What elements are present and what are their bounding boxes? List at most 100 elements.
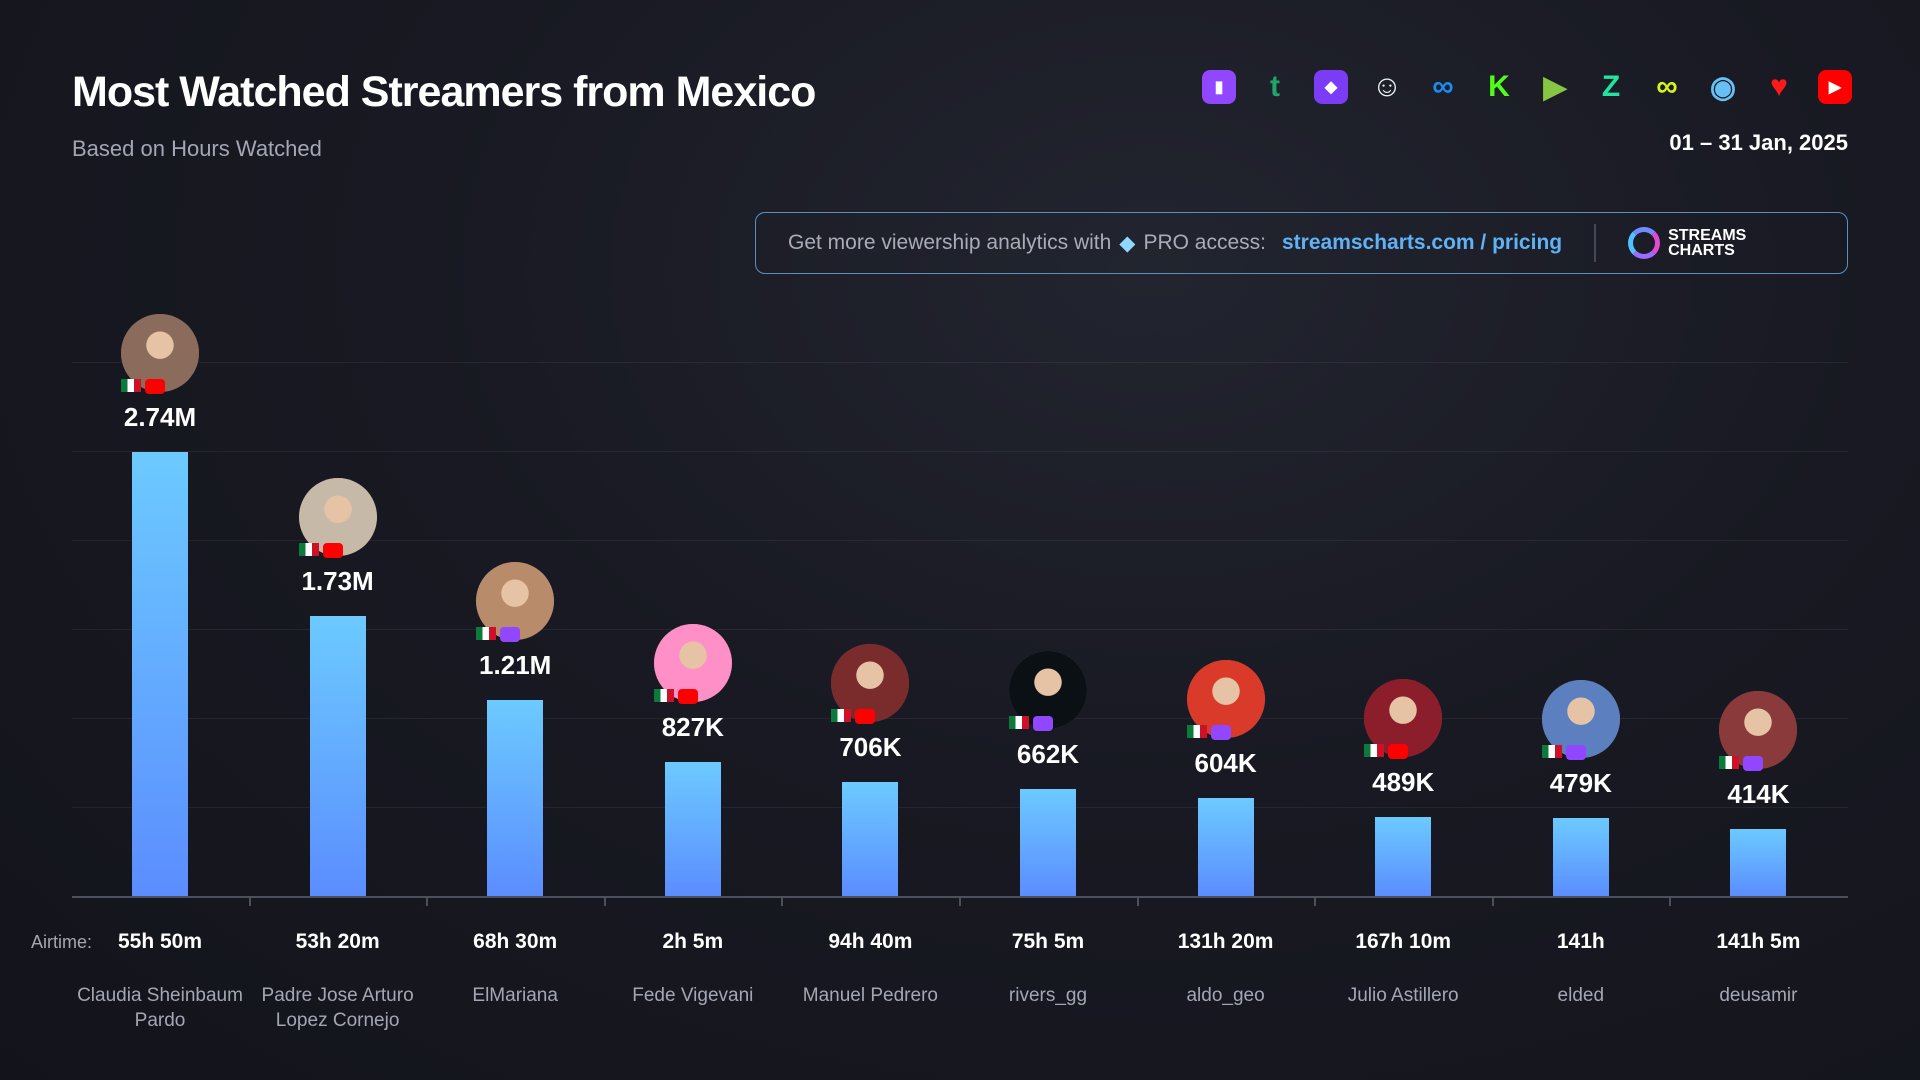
streamer-name[interactable]: aldo_geo [1186,985,1265,1006]
page-subtitle: Based on Hours Watched [72,136,322,161]
axis-tick [603,896,606,906]
mexico-flag-icon [831,708,852,722]
airtime-value: 167h 10m [1355,930,1452,953]
bigo-icon: ☺ [1371,70,1403,103]
twitch-icon [500,626,521,642]
mexico-flag-icon [1719,755,1740,769]
bar [132,452,188,896]
twitch-icon [1743,755,1764,771]
avatar[interactable] [653,624,732,705]
platform-icons: ▮ t ◆ ☺ ∞ K ▶ Z ∞ ◉ ♥ ▶ [1202,70,1852,104]
date-range: 01 – 31 Jan, 2025 [1669,130,1848,155]
diamond-icon: ◆ [1119,231,1136,255]
streamer-name[interactable]: elded [1557,985,1605,1006]
loco-icon: ∞ [1656,70,1678,103]
mexico-flag-icon [653,689,674,703]
airtime-value: 53h 20m [295,930,380,953]
pricing-link[interactable]: streamscharts.com / pricing [1282,231,1563,254]
bar [1020,788,1076,896]
banner-text: Get more viewership analytics with [788,231,1112,254]
streamer-name[interactable]: Claudia Sheinbaum Pardo [77,985,243,1031]
gridline [72,540,1848,541]
twitch-icon [1033,715,1053,731]
bar [487,699,544,896]
data-label: 489K [1372,766,1435,797]
airtime-label: Airtime: [31,932,93,952]
mexico-flag-icon [1364,743,1385,757]
kick-icon: K [1488,70,1510,103]
streamer-name[interactable]: Padre Jose Arturo Lopez Cornejo [261,985,414,1031]
mexico-flag-icon [1186,725,1207,739]
axis-tick [959,896,961,906]
axis-tick [781,896,784,906]
avatar[interactable] [1364,678,1443,759]
vk-play-icon: ♥ [1770,70,1788,103]
mexico-flag-icon [298,542,319,556]
gridline [72,807,1848,808]
avatar[interactable] [1541,680,1620,761]
mexico-flag-icon [1009,715,1029,729]
axis-tick [1491,896,1494,906]
kick-bird-icon: ◆ [1314,70,1348,104]
bar [1552,818,1609,896]
bar [664,762,721,896]
streams-charts-logo: STREAMS CHARTS [1628,227,1746,259]
youtube-icon [855,708,876,724]
axis-tick [1669,896,1672,906]
airtime-value: 55h 50m [117,930,203,953]
gridline [72,629,1848,630]
streamer-name[interactable]: rivers_gg [1008,985,1088,1006]
rumble-icon: ▶ [1543,70,1567,104]
airtime-value: 68h 30m [473,930,558,953]
bar [1375,816,1432,896]
avatar[interactable] [1009,650,1087,731]
airtime-value: 141h 5m [1716,930,1801,953]
streams-charts-logo-icon [1628,227,1661,259]
youtube-icon [322,542,343,558]
bar [1197,798,1254,896]
streamer-name[interactable]: Fede Vigevani [632,985,754,1006]
banner-pro: PRO access: [1143,231,1266,254]
data-label: 604K [1194,748,1257,779]
logo-line2: CHARTS [1668,242,1735,259]
twitch-icon: ▮ [1202,70,1236,104]
avatar[interactable] [1186,660,1265,741]
gridline [72,451,1848,452]
data-label: 2.74M [123,402,197,433]
zhanqi-icon: Z [1601,70,1621,103]
page-title: Most Watched Streamers from Mexico [72,68,816,116]
streamer-name[interactable]: ElMariana [472,985,558,1006]
axis-tick [1314,896,1317,906]
youtube-icon: ▶ [1818,70,1852,104]
airtime-value: 141h [1556,930,1605,953]
avatar[interactable] [831,643,910,724]
avatar[interactable] [1719,690,1798,771]
data-label: 706K [839,731,902,762]
mexico-flag-icon [121,379,141,393]
axis-tick [248,896,251,906]
streamer-name[interactable]: deusamir [1719,985,1798,1006]
pro-banner[interactable]: Get more viewership analytics with ◆ PRO… [755,212,1848,274]
mexico-flag-icon [1541,745,1562,759]
data-label: 1.21M [479,649,552,680]
streamer-name[interactable]: Manuel Pedrero [802,985,938,1006]
data-label: 662K [1016,738,1080,769]
youtube-icon [145,379,165,395]
avatar[interactable] [298,477,377,558]
airtime-value: 94h 40m [828,930,913,953]
logo-line1: STREAMS [1668,227,1747,244]
facebook-gaming-icon: ∞ [1432,70,1454,103]
youtube-icon [1388,743,1409,759]
avatar[interactable] [121,314,199,395]
twitch-icon [1565,745,1586,761]
twitch-icon [1210,725,1231,741]
axis-tick [1136,896,1139,906]
youtube-icon [677,689,698,705]
streamer-name[interactable]: Julio Astillero [1347,985,1459,1006]
data-label: 414K [1727,778,1790,809]
avatar[interactable] [476,561,555,642]
airtime-value: 75h 5m [1011,930,1085,953]
airtime-value: 2h 5m [662,930,724,953]
data-label: 1.73M [301,565,374,596]
data-label: 479K [1549,768,1612,799]
